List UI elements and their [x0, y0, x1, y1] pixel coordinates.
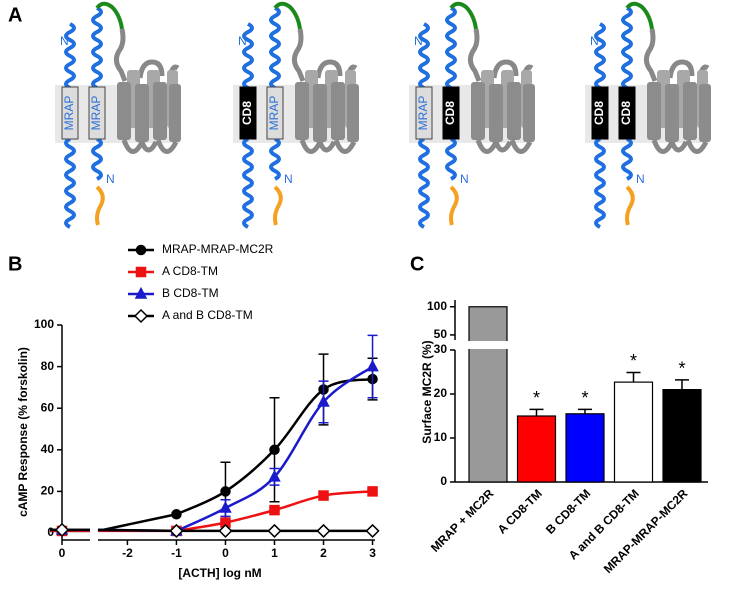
y-tick-label: 30 — [434, 342, 448, 356]
y-tick-label: 80 — [41, 359, 55, 373]
tm-label: MRAP — [89, 96, 103, 131]
y-tick-label: 50 — [434, 327, 448, 341]
n-terminus: N — [414, 34, 423, 48]
legend-label: B CD8-TM — [162, 286, 219, 300]
data-point — [218, 523, 233, 538]
tm-label: MRAP — [62, 96, 76, 131]
data-point — [316, 523, 331, 538]
axis-break — [447, 341, 509, 349]
y-tick-label: 20 — [41, 484, 55, 498]
curve-lead — [97, 513, 177, 533]
data-point — [171, 509, 182, 520]
curve-lead — [97, 528, 177, 533]
data-point — [54, 522, 70, 537]
y-tick-label: 40 — [41, 442, 55, 456]
bar — [565, 413, 605, 483]
construct: MRAP MRAP N N — [55, 4, 181, 227]
construct: CD8 MRAP N N — [233, 4, 359, 227]
y-axis-label: Surface MC2R (%) — [420, 340, 434, 443]
n-terminus: N — [106, 172, 115, 186]
x-tick-label: 3 — [369, 546, 376, 560]
x-axis-label: [ACTH] log nM — [178, 566, 261, 580]
data-point — [367, 486, 378, 497]
legend-label: A and B CD8-TM — [162, 308, 253, 322]
n-terminus: N — [636, 172, 645, 186]
tm-box — [239, 86, 257, 140]
data-point — [134, 286, 148, 299]
legend-label: A CD8-TM — [162, 264, 218, 278]
y-tick-label: 20 — [434, 386, 448, 400]
bar — [662, 389, 702, 483]
x-tick-label: 1 — [271, 546, 278, 560]
error-bar — [529, 408, 544, 416]
legend-label: MRAP-MRAP-MC2R — [162, 242, 274, 256]
data-point — [220, 486, 231, 497]
significance-marker: * — [630, 351, 637, 371]
tm-box — [618, 86, 636, 140]
x-tick-label: -1 — [171, 546, 182, 560]
data-point — [219, 500, 232, 513]
y-tick-label: 60 — [41, 400, 55, 414]
y-axis-label: cAMP Response (% forskolin) — [16, 347, 30, 517]
data-point — [269, 444, 280, 456]
data-point — [366, 359, 379, 372]
n-terminus: N — [284, 172, 293, 186]
tm-box — [88, 86, 106, 140]
y-tick-label: 100 — [427, 299, 447, 313]
bar — [468, 306, 508, 483]
x-tick-label: MRAP-MRAP-MC2R — [601, 486, 691, 576]
construct: MRAP CD8 N N — [409, 4, 535, 227]
panel-label: A — [8, 4, 22, 26]
panel-label: B — [8, 253, 22, 275]
tm-label: CD8 — [443, 101, 457, 125]
error-bar — [675, 379, 689, 390]
significance-marker: * — [678, 359, 685, 379]
bar — [516, 415, 557, 483]
tm-label: CD8 — [240, 101, 254, 125]
tm-label: CD8 — [592, 101, 606, 125]
x-tick-label: 2 — [320, 546, 327, 560]
x-tick-label: A CD8-TM — [495, 486, 545, 536]
construct: CD8 CD8 N N — [585, 4, 711, 227]
y-tick-label: 100 — [34, 317, 54, 331]
data-point — [268, 469, 281, 482]
data-point — [267, 523, 282, 538]
n-terminus: N — [460, 172, 469, 186]
tm-box — [442, 86, 460, 140]
tm-label: MRAP — [416, 96, 430, 131]
tm-box — [591, 86, 609, 140]
significance-marker: * — [533, 388, 540, 408]
x-tick-label: 0 — [59, 546, 66, 560]
data-point — [135, 266, 147, 278]
x-tick-label: 0 — [222, 546, 229, 560]
n-terminus: N — [60, 34, 69, 48]
x-tick-label: B CD8-TM — [543, 486, 593, 536]
y-tick-label: 0 — [47, 525, 54, 539]
error-bar — [626, 371, 641, 383]
y-tick-label: 10 — [434, 430, 448, 444]
bar — [613, 381, 654, 483]
error-bar — [578, 408, 592, 414]
n-terminus: N — [590, 34, 599, 48]
n-terminus: N — [238, 34, 247, 48]
tm-box — [266, 86, 284, 140]
significance-marker: * — [581, 388, 588, 408]
tm-label: CD8 — [619, 101, 633, 125]
data-point — [365, 523, 380, 538]
x-tick-label: MRAP + MC2R — [428, 486, 497, 555]
data-point — [169, 523, 184, 538]
data-point — [317, 394, 330, 407]
panel-label: C — [410, 253, 424, 275]
data-point — [269, 504, 280, 516]
y-tick-label: 0 — [440, 474, 447, 488]
data-point — [133, 308, 149, 324]
data-point — [135, 244, 147, 256]
x-tick-label: -2 — [122, 546, 133, 560]
data-point — [318, 490, 329, 501]
tm-box — [61, 86, 79, 140]
tm-box — [415, 86, 433, 140]
tm-label: MRAP — [267, 96, 281, 131]
